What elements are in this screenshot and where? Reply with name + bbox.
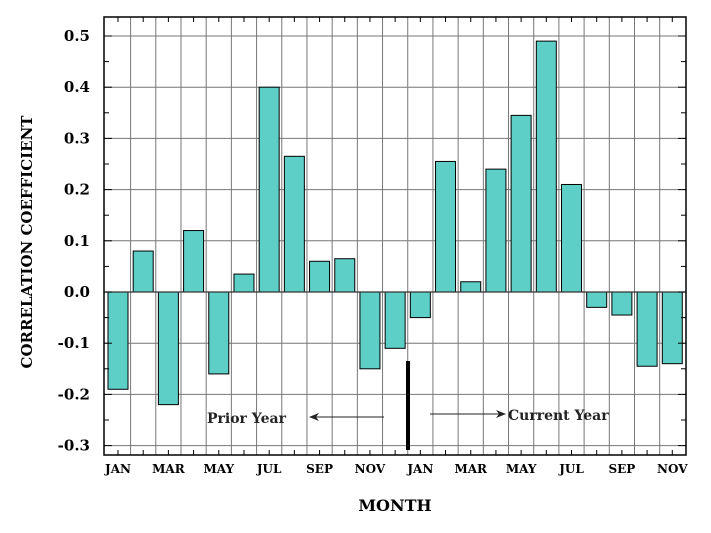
bar-18	[535, 40, 557, 293]
bar-8	[283, 155, 305, 293]
x-tick-label: JAN	[104, 462, 131, 476]
x-tick-label: SEP	[306, 462, 333, 476]
x-tick-label: NOV	[355, 462, 386, 476]
y-tick-label: 0.2	[64, 181, 90, 199]
bar-13	[409, 291, 431, 319]
y-tick-label: 0.1	[64, 232, 90, 250]
bar-1	[107, 291, 129, 390]
y-tick-labels: 0.5 0.4 0.3 0.2 0.1 0.0 -0.1 -0.2 -0.3	[58, 27, 90, 455]
bar-3	[157, 291, 179, 406]
x-tick-label: JUL	[558, 462, 584, 476]
bar-23	[661, 291, 683, 365]
x-tick-label: MAY	[203, 462, 234, 476]
bar-11	[359, 291, 381, 370]
y-tick-label: 0.0	[64, 283, 90, 301]
y-axis-label: CORRELATION COEFFICIENT	[18, 115, 36, 369]
bar-4	[183, 230, 205, 293]
bar-12	[384, 291, 406, 349]
bars-group	[107, 40, 683, 406]
x-tick-label: JUL	[256, 462, 282, 476]
bar-9	[309, 260, 331, 293]
bar-5	[208, 291, 230, 375]
bar-2	[132, 250, 154, 293]
plot-frame	[103, 16, 687, 456]
y-tick-label: 0.3	[64, 129, 90, 147]
bar-19	[561, 183, 583, 293]
bar-7	[258, 86, 280, 293]
current-year-arrowhead	[496, 410, 506, 418]
bar-14	[435, 160, 457, 293]
prior-year-arrowhead	[309, 413, 319, 421]
bar-15	[460, 281, 482, 293]
y-tick-label: 0.5	[64, 27, 90, 45]
x-tick-label: NOV	[657, 462, 688, 476]
bar-6	[233, 273, 255, 293]
x-tick-label: MAR	[454, 462, 488, 476]
x-tick-label: JAN	[406, 462, 433, 476]
prior-year-label: Prior Year	[207, 411, 287, 427]
bar-21	[611, 291, 633, 316]
bar-20	[586, 291, 608, 308]
y-tick-label: -0.2	[58, 385, 90, 403]
x-tick-label: MAY	[506, 462, 537, 476]
bar-22	[636, 291, 658, 367]
y-tick-label: -0.1	[58, 334, 90, 352]
x-tick-label: SEP	[608, 462, 635, 476]
current-year-label: Current Year	[508, 408, 609, 424]
x-axis-label: MONTH	[358, 496, 431, 515]
bar-16	[485, 168, 507, 293]
bar-10	[334, 258, 356, 293]
bar-17	[510, 114, 532, 293]
y-tick-label: 0.4	[64, 78, 90, 96]
x-tick-labels: JAN MAR MAY JUL SEP NOV JAN MAR MAY JUL SEP NOV	[104, 462, 688, 476]
y-tick-label: -0.3	[58, 437, 90, 455]
x-tick-label: MAR	[152, 462, 186, 476]
